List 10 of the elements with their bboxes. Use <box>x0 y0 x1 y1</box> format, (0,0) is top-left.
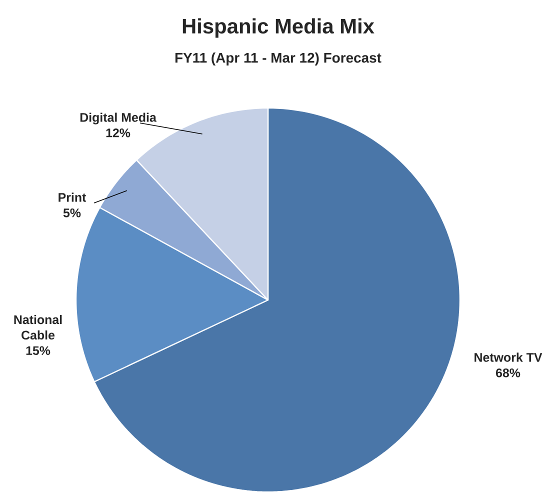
data-label: 15% <box>26 346 50 356</box>
slice-label: Digital Media <box>80 112 156 124</box>
slice-label: National Cable <box>14 314 62 340</box>
data-label: 68% <box>496 368 520 378</box>
slice-label: Print <box>58 192 86 202</box>
data-label: 12% <box>106 128 130 138</box>
slice-label: Network TV <box>474 352 542 362</box>
chart-title: Hispanic Media Mix <box>182 18 374 38</box>
data-label: 5% <box>63 208 81 218</box>
chart-subtitle: FY11 (Apr 11 - Mar 12) Forecast <box>175 52 382 66</box>
